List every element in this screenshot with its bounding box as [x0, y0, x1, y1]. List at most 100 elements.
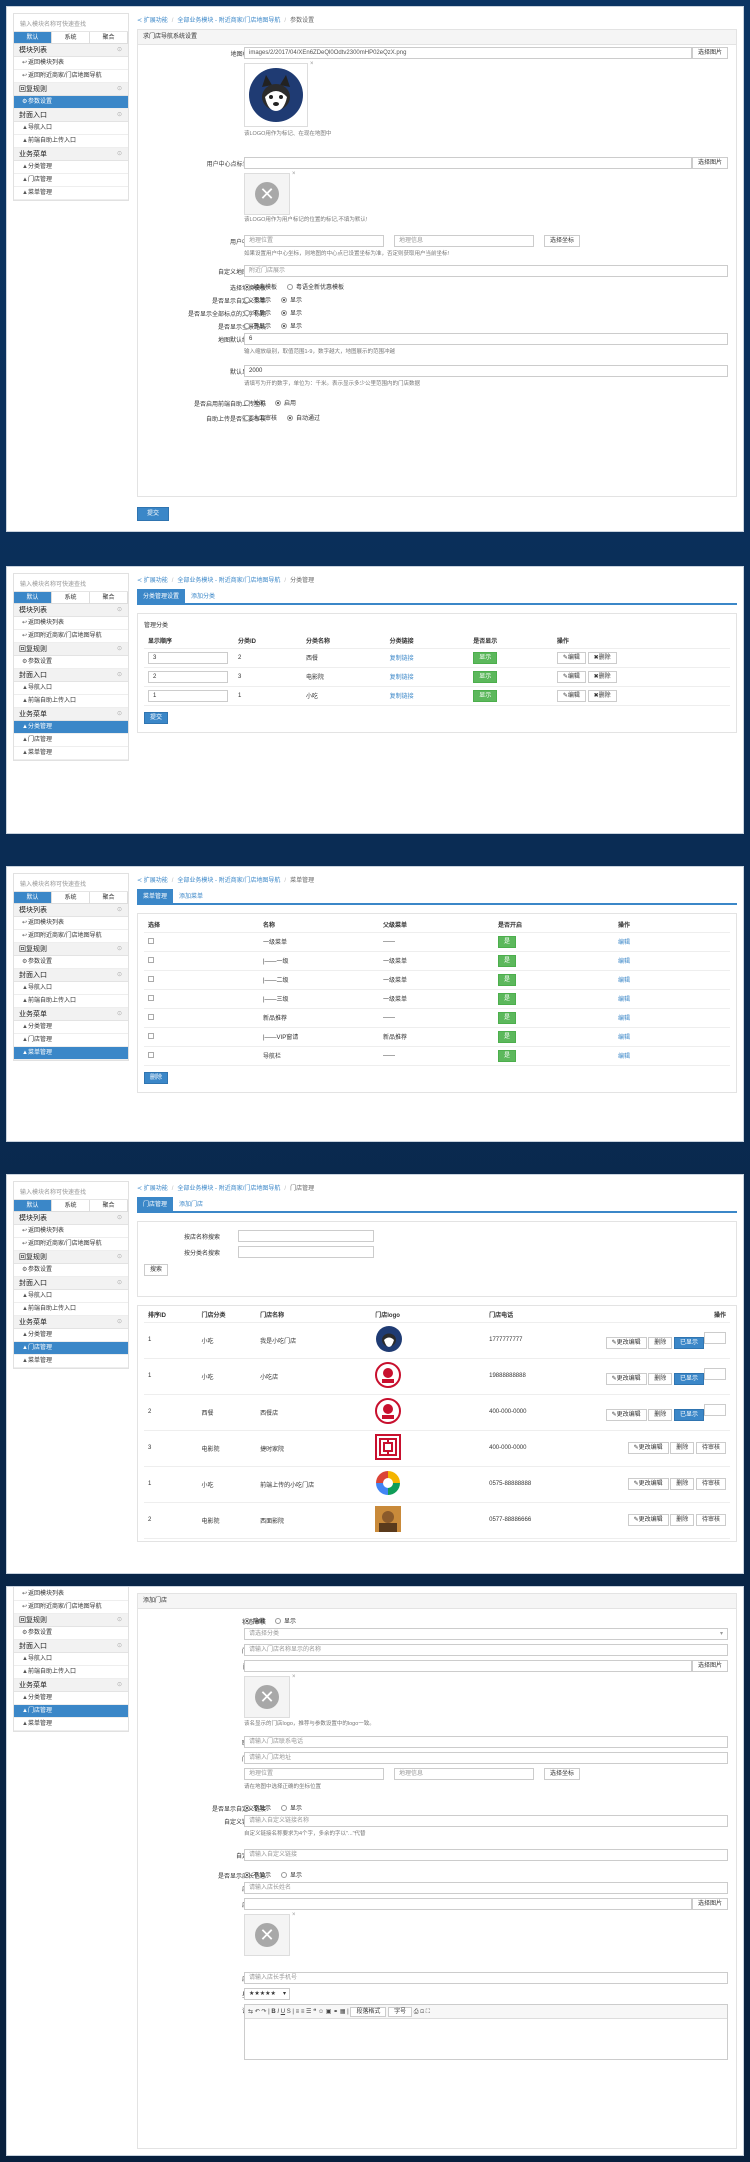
- row-checkbox[interactable]: [148, 994, 154, 1001]
- sidebar-section-reply[interactable]: 回复规则 ⊙: [14, 943, 128, 956]
- bold-icon[interactable]: B: [271, 2009, 276, 2015]
- sidebar-item-nav-entry[interactable]: ▲导航入口: [14, 982, 128, 995]
- pick-coordinate-button[interactable]: 选择坐标: [544, 1768, 581, 1780]
- table-icon[interactable]: ▦: [339, 2009, 346, 2015]
- store-logo-input[interactable]: [244, 1660, 692, 1672]
- sidebar-section-entry[interactable]: 封面入口 ⊙: [14, 109, 128, 122]
- sidebar-item-categories[interactable]: ▲分类管理: [14, 721, 128, 734]
- longitude-input[interactable]: 地理位置: [244, 235, 384, 247]
- latitude-input[interactable]: 地理信息: [394, 1768, 534, 1780]
- sidebar-search-input[interactable]: 输入模块名称可快速查找: [14, 574, 128, 592]
- redo-icon[interactable]: ↷: [261, 2009, 267, 2015]
- image-icon[interactable]: ▣: [325, 2009, 332, 2015]
- order-input[interactable]: 1: [148, 689, 228, 702]
- status-pending-button[interactable]: 待审核: [695, 1514, 726, 1526]
- edit-button[interactable]: ✎更改编辑: [627, 1478, 669, 1490]
- choose-image-button[interactable]: 选择图片: [691, 47, 728, 59]
- collapse-icon[interactable]: ⊙: [116, 1682, 122, 1688]
- radio-hide[interactable]: [244, 310, 250, 316]
- undo-icon[interactable]: ↶: [254, 2009, 260, 2015]
- radio-off[interactable]: [244, 400, 250, 406]
- status-pending-button[interactable]: 待审核: [695, 1478, 726, 1490]
- remove-icon[interactable]: ×: [292, 171, 296, 177]
- order-input[interactable]: 2: [148, 670, 228, 683]
- rating-select[interactable]: ★★★★★ ▾: [244, 1988, 290, 2000]
- pick-coordinate-button[interactable]: 选择坐标: [544, 235, 581, 247]
- distance-input[interactable]: 2000: [244, 365, 728, 377]
- sidebar-section-entry[interactable]: 封面入口 ⊙: [14, 669, 128, 682]
- choose-image-button[interactable]: 选择图片: [691, 1660, 728, 1672]
- sidebar-item-back-nav[interactable]: ↩返回附近商家/门店地图导航: [14, 70, 128, 83]
- tab-system[interactable]: 系统: [52, 32, 90, 43]
- crumb-ext[interactable]: 扩展功能: [143, 1186, 168, 1192]
- logo-path-input[interactable]: images/2/2017/04/XEn6ZDeQl0Odtv2300mHP02…: [244, 47, 692, 59]
- sidebar-section-modules[interactable]: 模块列表 ⊙: [14, 604, 128, 617]
- edit-link[interactable]: 编辑: [614, 1027, 730, 1047]
- collapse-icon[interactable]: ⊙: [116, 646, 122, 652]
- delete-button[interactable]: 删除: [670, 1478, 695, 1490]
- sidebar-section-reply[interactable]: 回复规则 ⊙: [14, 643, 128, 656]
- link-icon[interactable]: ⚭: [333, 2009, 339, 2015]
- collapse-icon[interactable]: ⊙: [116, 47, 122, 53]
- radio-hide[interactable]: [244, 297, 250, 303]
- sidebar-item-back-list[interactable]: ↩返回模块列表: [14, 1225, 128, 1238]
- sidebar-item-back-list[interactable]: ↩返回模块列表: [14, 1588, 128, 1601]
- address-input[interactable]: 请输入门店地址: [244, 1752, 728, 1764]
- radio-show[interactable]: [281, 297, 288, 303]
- tab-default[interactable]: 默认: [14, 32, 52, 43]
- sidebar-item-stores[interactable]: ▲门店管理: [14, 1342, 128, 1355]
- radio-hidden[interactable]: [244, 1618, 250, 1624]
- sidebar-item-nav-entry[interactable]: ▲导航入口: [14, 1290, 128, 1303]
- edit-link[interactable]: 编辑: [614, 989, 730, 1009]
- sidebar-item-menus[interactable]: ▲菜单管理: [14, 1718, 128, 1731]
- sidebar-section-modules[interactable]: 模块列表 ⊙: [14, 904, 128, 917]
- row-checkbox[interactable]: [148, 1013, 154, 1020]
- collapse-icon[interactable]: ⊙: [116, 1643, 122, 1649]
- collapse-icon[interactable]: ⊙: [116, 946, 122, 952]
- edit-button[interactable]: ✎更改编辑: [627, 1442, 669, 1454]
- tab-menu-list[interactable]: 菜单管理: [137, 889, 174, 903]
- sidebar-search-input[interactable]: 输入模块名称可快速查找: [14, 874, 128, 892]
- sidebar-section-business[interactable]: 业务菜单 ⊙: [14, 1008, 128, 1021]
- enabled-badge[interactable]: 是: [498, 973, 517, 986]
- sidebar-section-entry[interactable]: 封面入口 ⊙: [14, 969, 128, 982]
- tab-default[interactable]: 默认: [14, 592, 52, 603]
- radio-show[interactable]: [281, 310, 288, 316]
- remove-icon[interactable]: ×: [292, 1912, 296, 1918]
- tab-add-store[interactable]: 添加门店: [179, 1202, 204, 1208]
- collapse-icon[interactable]: ⊙: [116, 907, 122, 913]
- custom-link-input[interactable]: 请输入自定义链接: [244, 1849, 728, 1861]
- sidebar-item-params[interactable]: ⚙参数设置: [14, 96, 128, 109]
- show-badge[interactable]: 显示: [473, 689, 498, 702]
- edit-link[interactable]: 编辑: [614, 932, 730, 952]
- align-center-icon[interactable]: ≡: [300, 2009, 305, 2015]
- row-checkbox[interactable]: [148, 1051, 154, 1058]
- italic-icon[interactable]: I: [277, 2009, 280, 2015]
- tab-store-list[interactable]: 门店管理: [137, 1197, 174, 1211]
- sidebar-item-params[interactable]: ⚙参数设置: [14, 1627, 128, 1640]
- sidebar-item-upload-entry[interactable]: ▲前端自助上传入口: [14, 995, 128, 1008]
- tab-category-list[interactable]: 分类管理设置: [137, 589, 186, 603]
- sidebar-item-params[interactable]: ⚙参数设置: [14, 1264, 128, 1277]
- tab-system[interactable]: 系统: [52, 592, 90, 603]
- status-shown-button[interactable]: 已显示: [673, 1372, 704, 1385]
- sidebar-item-nav-entry[interactable]: ▲导航入口: [14, 1653, 128, 1666]
- zoom-input[interactable]: 6: [244, 333, 728, 345]
- edit-button[interactable]: ✎更改编辑: [627, 1514, 669, 1526]
- sidebar-item-categories[interactable]: ▲分类管理: [14, 161, 128, 174]
- radio-hide[interactable]: [244, 1805, 250, 1811]
- underline-icon[interactable]: U: [280, 2009, 286, 2015]
- copy-link[interactable]: 复制链接: [385, 686, 470, 706]
- edit-button[interactable]: ✎编辑: [556, 670, 586, 683]
- manager-phone-input[interactable]: 请输入店长手机号: [244, 1972, 728, 1984]
- enabled-badge[interactable]: 是: [498, 1049, 517, 1062]
- category-select[interactable]: 请选择分类 ▾: [244, 1628, 728, 1640]
- collapse-icon[interactable]: ⊙: [116, 711, 122, 717]
- crumb-module[interactable]: 全部业务模块 - 附近商家/门店地图导航: [177, 18, 281, 24]
- manager-name-input[interactable]: 请输入店长姓名: [244, 1882, 728, 1894]
- sidebar-item-back-nav[interactable]: ↩返回附近商家/门店地图导航: [14, 930, 128, 943]
- crumb-module[interactable]: 全部业务模块 - 附近商家/门店地图导航: [177, 578, 281, 584]
- ucenter-logo-input[interactable]: [244, 157, 692, 169]
- edit-link[interactable]: 编辑: [614, 1046, 730, 1066]
- radio-manual[interactable]: [244, 415, 250, 421]
